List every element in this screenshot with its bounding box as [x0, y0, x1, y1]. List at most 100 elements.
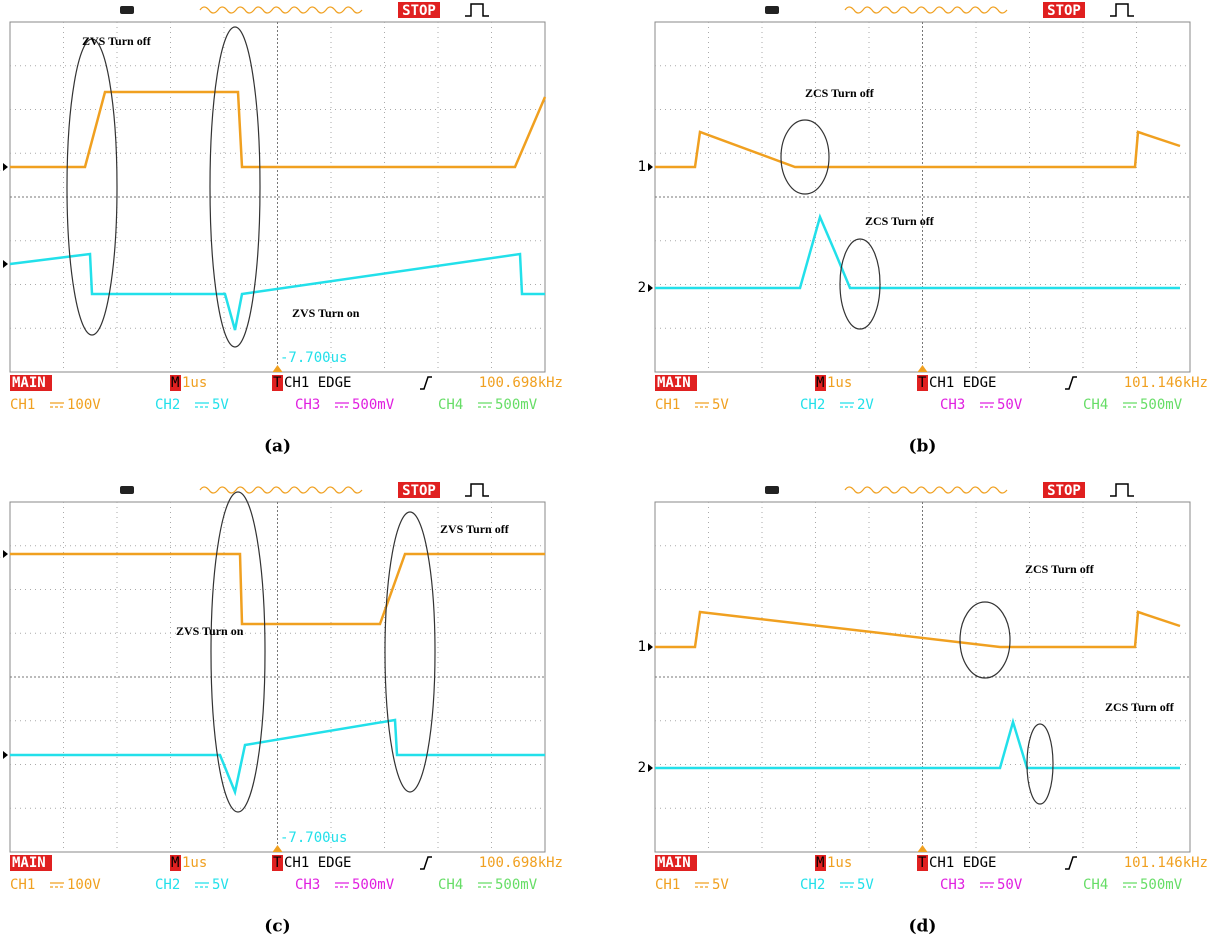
- channel-scale: 500mV: [495, 397, 538, 413]
- channel-name: CH3: [295, 877, 320, 893]
- channel-scale: 5V: [712, 877, 729, 893]
- dc-symbol: [980, 883, 994, 887]
- m-label: M: [816, 375, 824, 391]
- annotation: ZVS Turn off: [440, 522, 510, 536]
- annotation: ZCS Turn off: [1105, 700, 1175, 714]
- memory-bar: [845, 7, 1007, 13]
- channel-name: CH3: [295, 397, 320, 413]
- channel-marker: 1: [638, 639, 646, 655]
- marker-arrow: [3, 260, 8, 268]
- channel-name: CH2: [800, 397, 825, 413]
- dc-symbol: [50, 403, 64, 407]
- marker-arrow: [648, 163, 653, 171]
- edge-icon: [420, 857, 432, 869]
- annotation: ZCS Turn off: [1025, 562, 1095, 576]
- channel-scale: 5V: [212, 397, 229, 413]
- t-label: T: [273, 855, 282, 871]
- annotation: ZCS Turn off: [865, 214, 935, 228]
- edge-icon: [1065, 857, 1077, 869]
- channel-name: CH3: [940, 877, 965, 893]
- channel-name: CH4: [1083, 397, 1108, 413]
- memory-bar: [200, 487, 362, 493]
- channel-marker: 1: [638, 159, 646, 175]
- edge-icon: [1065, 377, 1077, 389]
- channel-name: CH4: [438, 877, 463, 893]
- trigger-icon: [1110, 4, 1134, 16]
- channel-name: CH2: [800, 877, 825, 893]
- channel-name: CH4: [1083, 877, 1108, 893]
- dc-symbol: [840, 883, 854, 887]
- marker-arrow: [3, 163, 8, 171]
- dc-symbol: [50, 883, 64, 887]
- usb-icon: [765, 486, 779, 494]
- trigger: CH1 EDGE: [929, 855, 996, 871]
- channel-marker: 1: [0, 159, 1, 175]
- frequency: 101.146kHz: [1124, 375, 1208, 391]
- stop-label: STOP: [402, 483, 436, 499]
- marker-arrow: [648, 764, 653, 772]
- dc-symbol: [478, 883, 492, 887]
- channel-marker: 2: [0, 747, 1, 763]
- channel-scale: 500mV: [352, 877, 395, 893]
- annotation: ZVS Turn on: [292, 306, 360, 320]
- timebase: 1us: [827, 855, 852, 871]
- dc-symbol: [695, 883, 709, 887]
- channel-scale: 500mV: [495, 877, 538, 893]
- channel-marker: 2: [638, 280, 646, 296]
- trigger: CH1 EDGE: [284, 855, 351, 871]
- channel-name: CH1: [655, 397, 680, 413]
- main-label: MAIN: [12, 375, 46, 391]
- frequency: 100.698kHz: [479, 855, 563, 871]
- channel-name: CH1: [655, 877, 680, 893]
- caption: (b): [909, 437, 937, 457]
- channel-name: CH2: [155, 877, 180, 893]
- channel-scale: 2V: [857, 397, 874, 413]
- caption: (d): [909, 917, 937, 937]
- t-label: T: [918, 855, 927, 871]
- channel-scale: 100V: [67, 397, 101, 413]
- dc-symbol: [1123, 883, 1137, 887]
- marker-arrow: [3, 751, 8, 759]
- dc-symbol: [478, 403, 492, 407]
- memory-bar: [200, 7, 362, 13]
- channel-name: CH2: [155, 397, 180, 413]
- main-label: MAIN: [12, 855, 46, 871]
- channel-marker: 2: [0, 256, 1, 272]
- channel-name: CH1: [10, 397, 35, 413]
- usb-icon: [120, 486, 134, 494]
- t-label: T: [273, 375, 282, 391]
- memory-bar: [845, 487, 1007, 493]
- annotation: ZVS Turn off: [82, 34, 152, 48]
- stop-label: STOP: [1047, 3, 1081, 19]
- m-label: M: [171, 855, 179, 871]
- caption: (c): [264, 917, 290, 937]
- dc-symbol: [335, 883, 349, 887]
- channel-scale: 100V: [67, 877, 101, 893]
- dc-symbol: [335, 403, 349, 407]
- channel-scale: 5V: [857, 877, 874, 893]
- timebase: 1us: [182, 375, 207, 391]
- channel-scale: 50V: [997, 877, 1023, 893]
- channel-marker: 2: [638, 760, 646, 776]
- dc-symbol: [195, 883, 209, 887]
- cursor-time: -7.700us: [280, 830, 347, 846]
- m-label: M: [171, 375, 179, 391]
- channel-scale: 50V: [997, 397, 1023, 413]
- marker-arrow: [3, 550, 8, 558]
- main-label: MAIN: [657, 855, 691, 871]
- figure: STOP ZVS Turn off ZVS Turn on 1 2 -7.700us MAI…: [0, 0, 1208, 940]
- main-label: MAIN: [657, 375, 691, 391]
- dc-symbol: [840, 403, 854, 407]
- scope-panel: STOPZCS Turn offZCS Turn off12MAINM1usTC…: [638, 2, 1208, 457]
- timebase: 1us: [182, 855, 207, 871]
- channel-name: CH3: [940, 397, 965, 413]
- annotation: ZCS Turn off: [805, 86, 875, 100]
- trigger-icon: [1110, 484, 1134, 496]
- stop-label: STOP: [402, 3, 436, 19]
- stop-label: STOP: [1047, 483, 1081, 499]
- marker-arrow: [648, 284, 653, 292]
- channel-scale: 500mV: [1140, 877, 1183, 893]
- trigger-icon: [465, 4, 489, 16]
- dc-symbol: [980, 403, 994, 407]
